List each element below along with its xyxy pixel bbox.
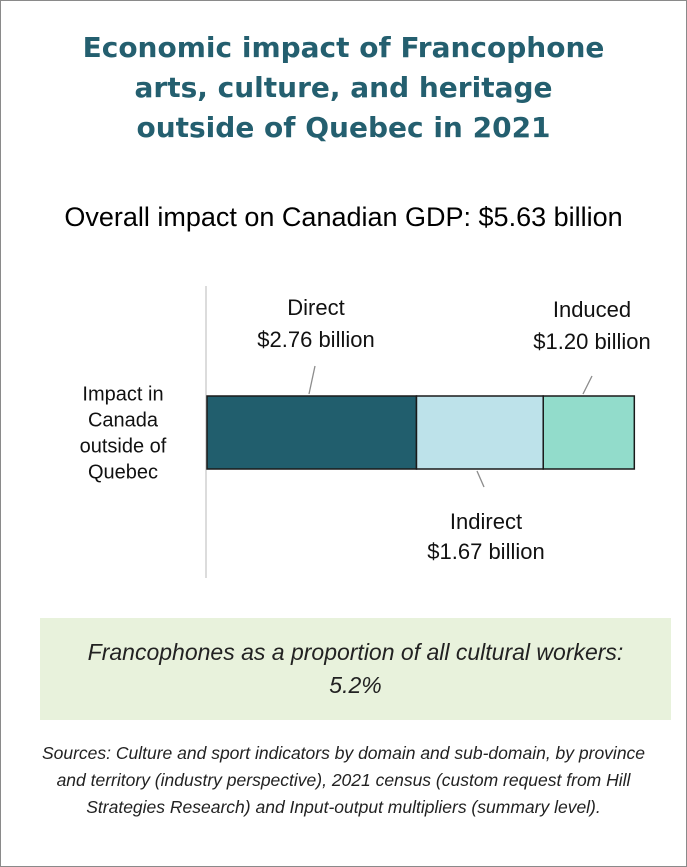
series-name-label: Direct — [287, 295, 344, 320]
bar-segment-indirect — [415, 395, 544, 470]
category-label-line: Quebec — [88, 462, 158, 484]
stacked-bar-chart: Impact in Canada outside of Quebec Direct $2.… — [80, 286, 651, 578]
sources-note: Sources: Culture and sport indicators by… — [41, 743, 646, 817]
series-name-label: Indirect — [450, 509, 522, 534]
callout-box: Francophones as a proportion of all cult… — [40, 618, 671, 720]
title-line: outside of Quebec in 2021 — [136, 111, 551, 144]
leader-line-indirect — [476, 470, 485, 488]
category-label-line: Impact in — [82, 384, 163, 406]
data-label: $1.67 billion — [427, 539, 544, 564]
data-label: $2.76 billion — [257, 327, 374, 352]
title-line: arts, culture, and heritage — [134, 71, 553, 104]
leader-line-direct — [308, 365, 316, 395]
title-line: Economic impact of Francophone — [82, 31, 605, 64]
bar-segment-direct — [206, 395, 418, 470]
category-label-line: Canada — [88, 410, 159, 432]
callout-text: Francophones as a proportion of all cult… — [87, 639, 624, 698]
chart-subtitle: Overall impact on Canadian GDP: $5.63 bi… — [64, 202, 623, 232]
series-name-label: Induced — [553, 297, 631, 322]
category-label-line: outside of — [80, 436, 167, 458]
chart-title: Economic impact of Francophone arts, cul… — [0, 28, 687, 148]
bar-segment-induced — [542, 395, 636, 470]
leader-line-induced — [582, 375, 593, 395]
data-label: $1.20 billion — [533, 329, 650, 354]
